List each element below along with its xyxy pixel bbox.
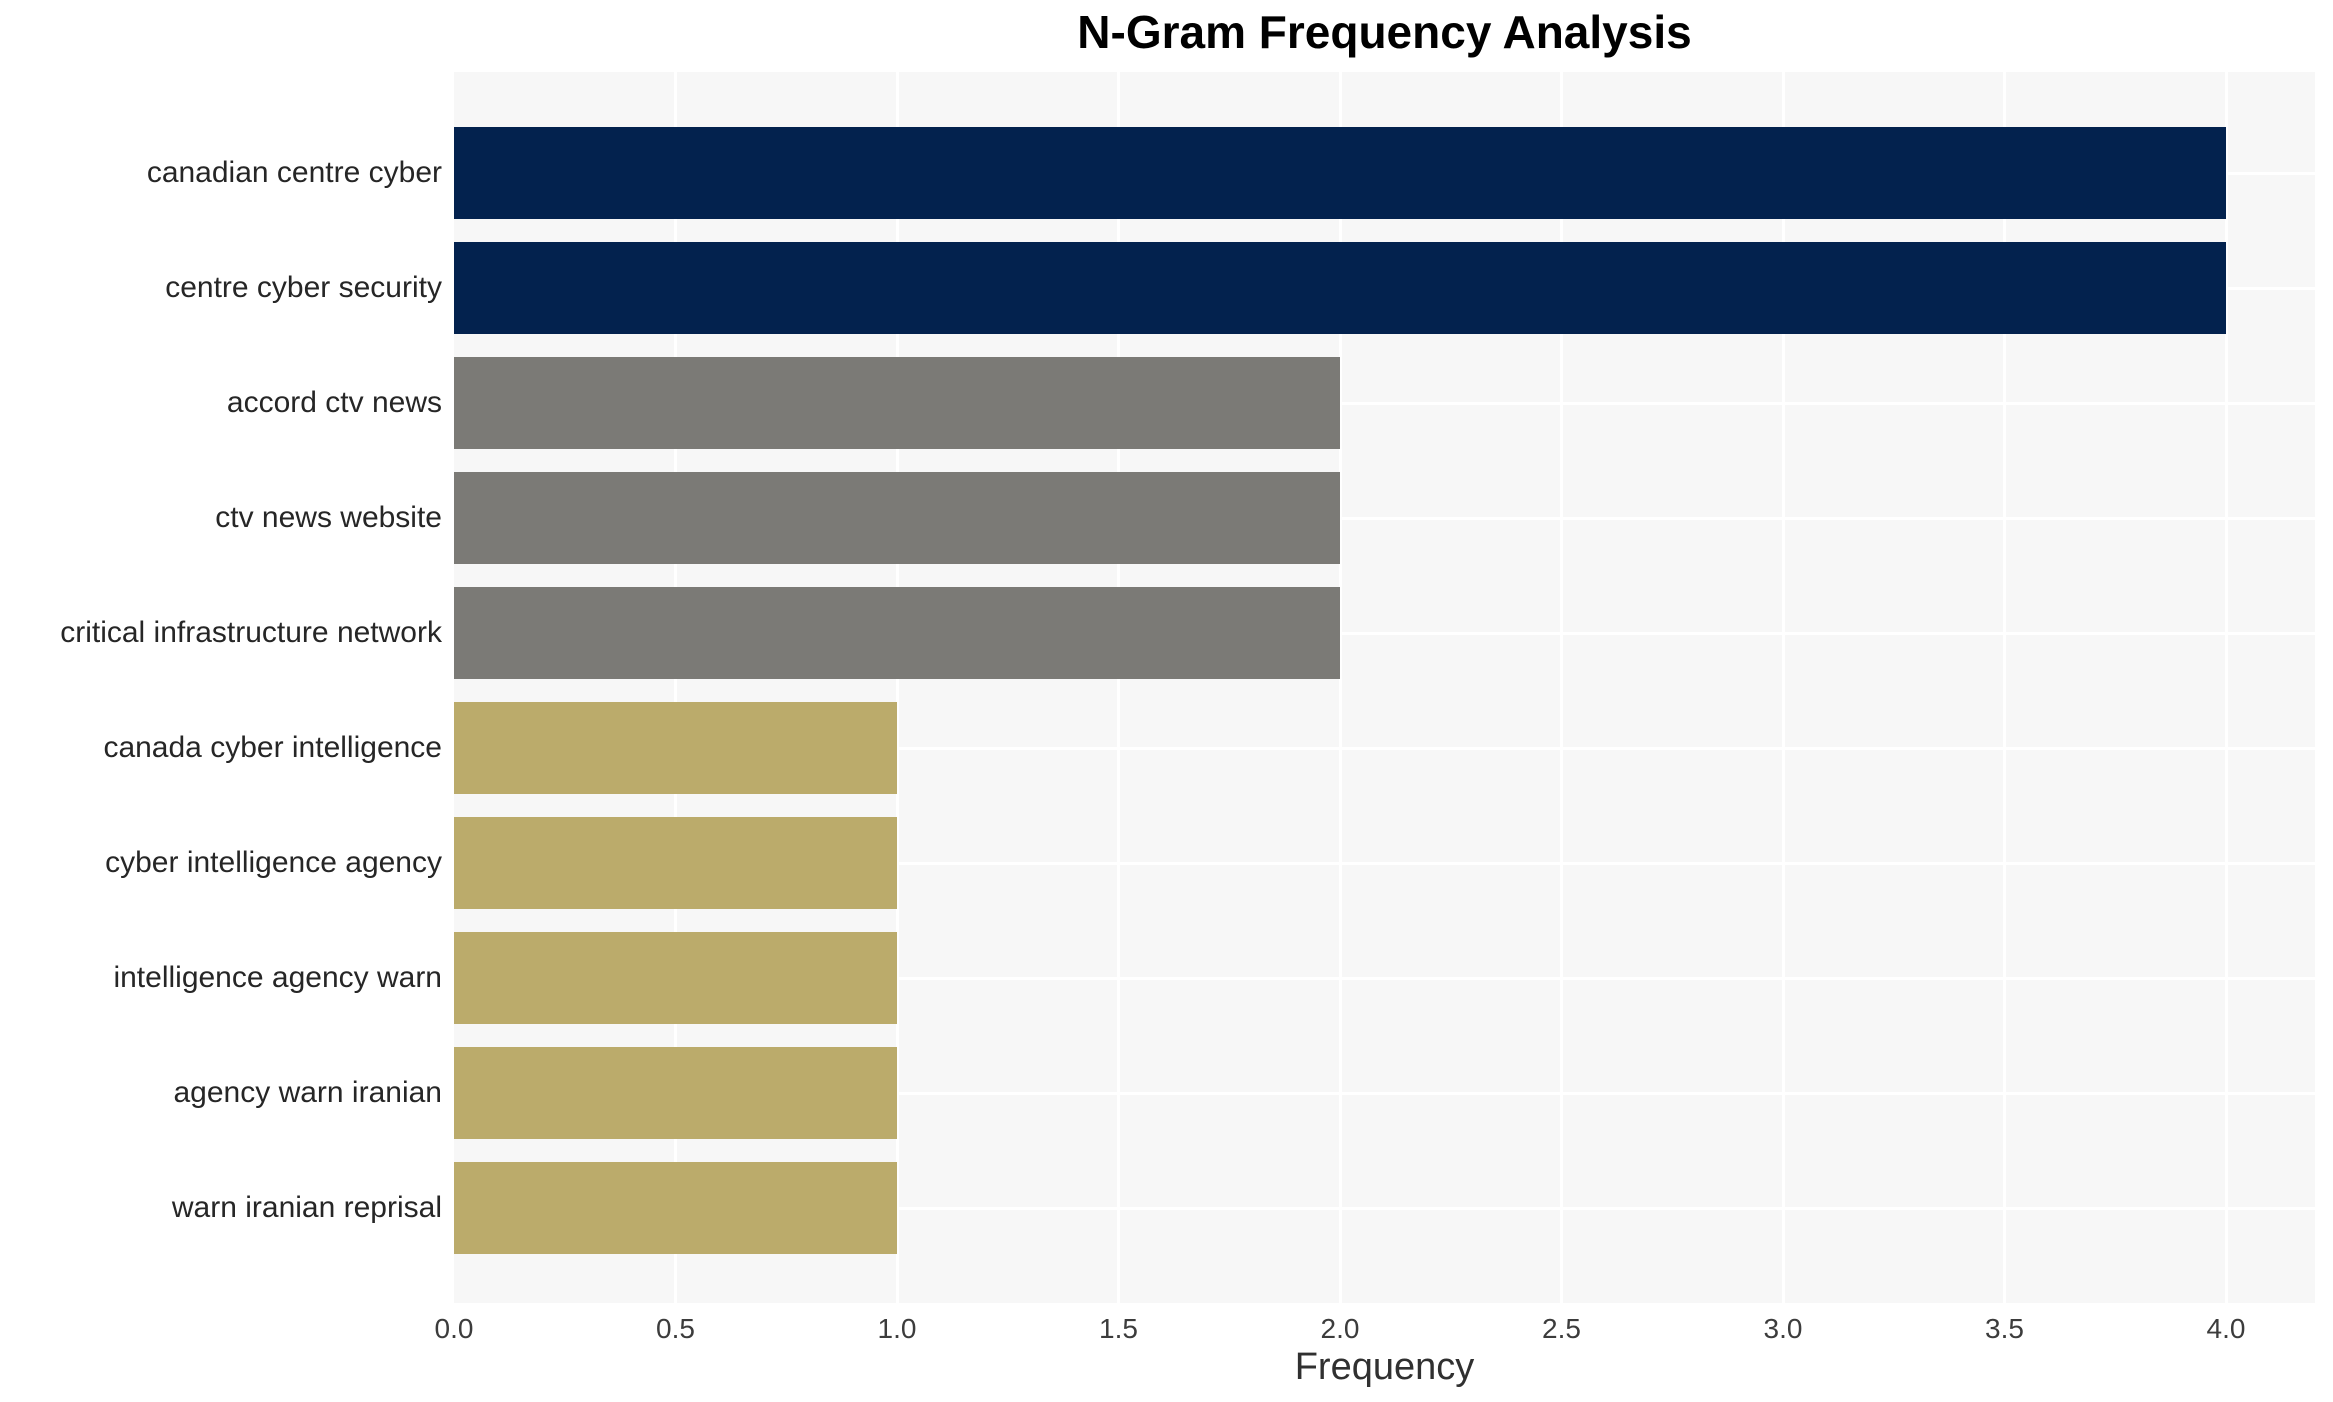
frequency-bar bbox=[454, 357, 1340, 449]
plot-area bbox=[454, 72, 2315, 1303]
x-tick-label: 1.0 bbox=[877, 1313, 917, 1344]
grid-hline bbox=[454, 401, 2315, 405]
x-tick-label: 2.0 bbox=[1320, 1313, 1360, 1344]
grid-vline bbox=[2003, 72, 2006, 1303]
x-tick-label: 3.0 bbox=[1763, 1313, 1803, 1344]
grid-hline bbox=[454, 631, 2315, 635]
x-tick-label: 1.5 bbox=[1099, 1313, 1138, 1344]
category-label: ctv news website bbox=[215, 501, 442, 534]
x-tick-label: 0.0 bbox=[434, 1313, 474, 1344]
category-label: critical infrastructure network bbox=[60, 616, 442, 649]
x-tick-label: 3.5 bbox=[1985, 1313, 2024, 1344]
category-label: accord ctv news bbox=[226, 386, 442, 419]
grid-vline bbox=[1338, 72, 1342, 1303]
category-label: agency warn iranian bbox=[173, 1076, 443, 1109]
grid-hline bbox=[454, 516, 2315, 520]
x-tick-label: 2.5 bbox=[1542, 1313, 1581, 1344]
frequency-bar bbox=[454, 242, 2226, 334]
frequency-bar bbox=[454, 587, 1340, 679]
x-axis-label: Frequency bbox=[1294, 1346, 1475, 1388]
grid-vline bbox=[1781, 72, 1785, 1303]
grid-vline bbox=[2224, 72, 2228, 1303]
chart-title: N-Gram Frequency Analysis bbox=[1077, 6, 1692, 58]
x-tick-label: 4.0 bbox=[2206, 1313, 2246, 1344]
grid-hline bbox=[454, 861, 2315, 865]
frequency-bar bbox=[454, 472, 1340, 564]
frequency-bar bbox=[454, 932, 897, 1024]
frequency-bar bbox=[454, 702, 897, 794]
category-label: intelligence agency warn bbox=[113, 961, 442, 994]
frequency-bar bbox=[454, 127, 2226, 219]
category-label: canadian centre cyber bbox=[146, 156, 442, 189]
grid-hline bbox=[454, 746, 2315, 750]
y-axis-labels: canadian centre cyber centre cyber securi… bbox=[0, 72, 442, 1303]
grid-vline bbox=[1117, 72, 1120, 1303]
grid-hline bbox=[454, 1206, 2315, 1210]
grid-vline bbox=[1560, 72, 1563, 1303]
category-label: canada cyber intelligence bbox=[103, 731, 442, 764]
x-tick-label: 0.5 bbox=[656, 1313, 695, 1344]
grid-vline bbox=[674, 72, 677, 1303]
frequency-bar bbox=[454, 1162, 897, 1254]
grid-hline bbox=[454, 976, 2315, 980]
category-label: cyber intelligence agency bbox=[105, 846, 442, 879]
frequency-bar bbox=[454, 817, 897, 909]
category-label: warn iranian reprisal bbox=[171, 1191, 442, 1224]
grid-vline bbox=[895, 72, 899, 1303]
frequency-bar bbox=[454, 1047, 897, 1139]
grid-hline bbox=[454, 1091, 2315, 1095]
category-label: centre cyber security bbox=[165, 271, 442, 304]
